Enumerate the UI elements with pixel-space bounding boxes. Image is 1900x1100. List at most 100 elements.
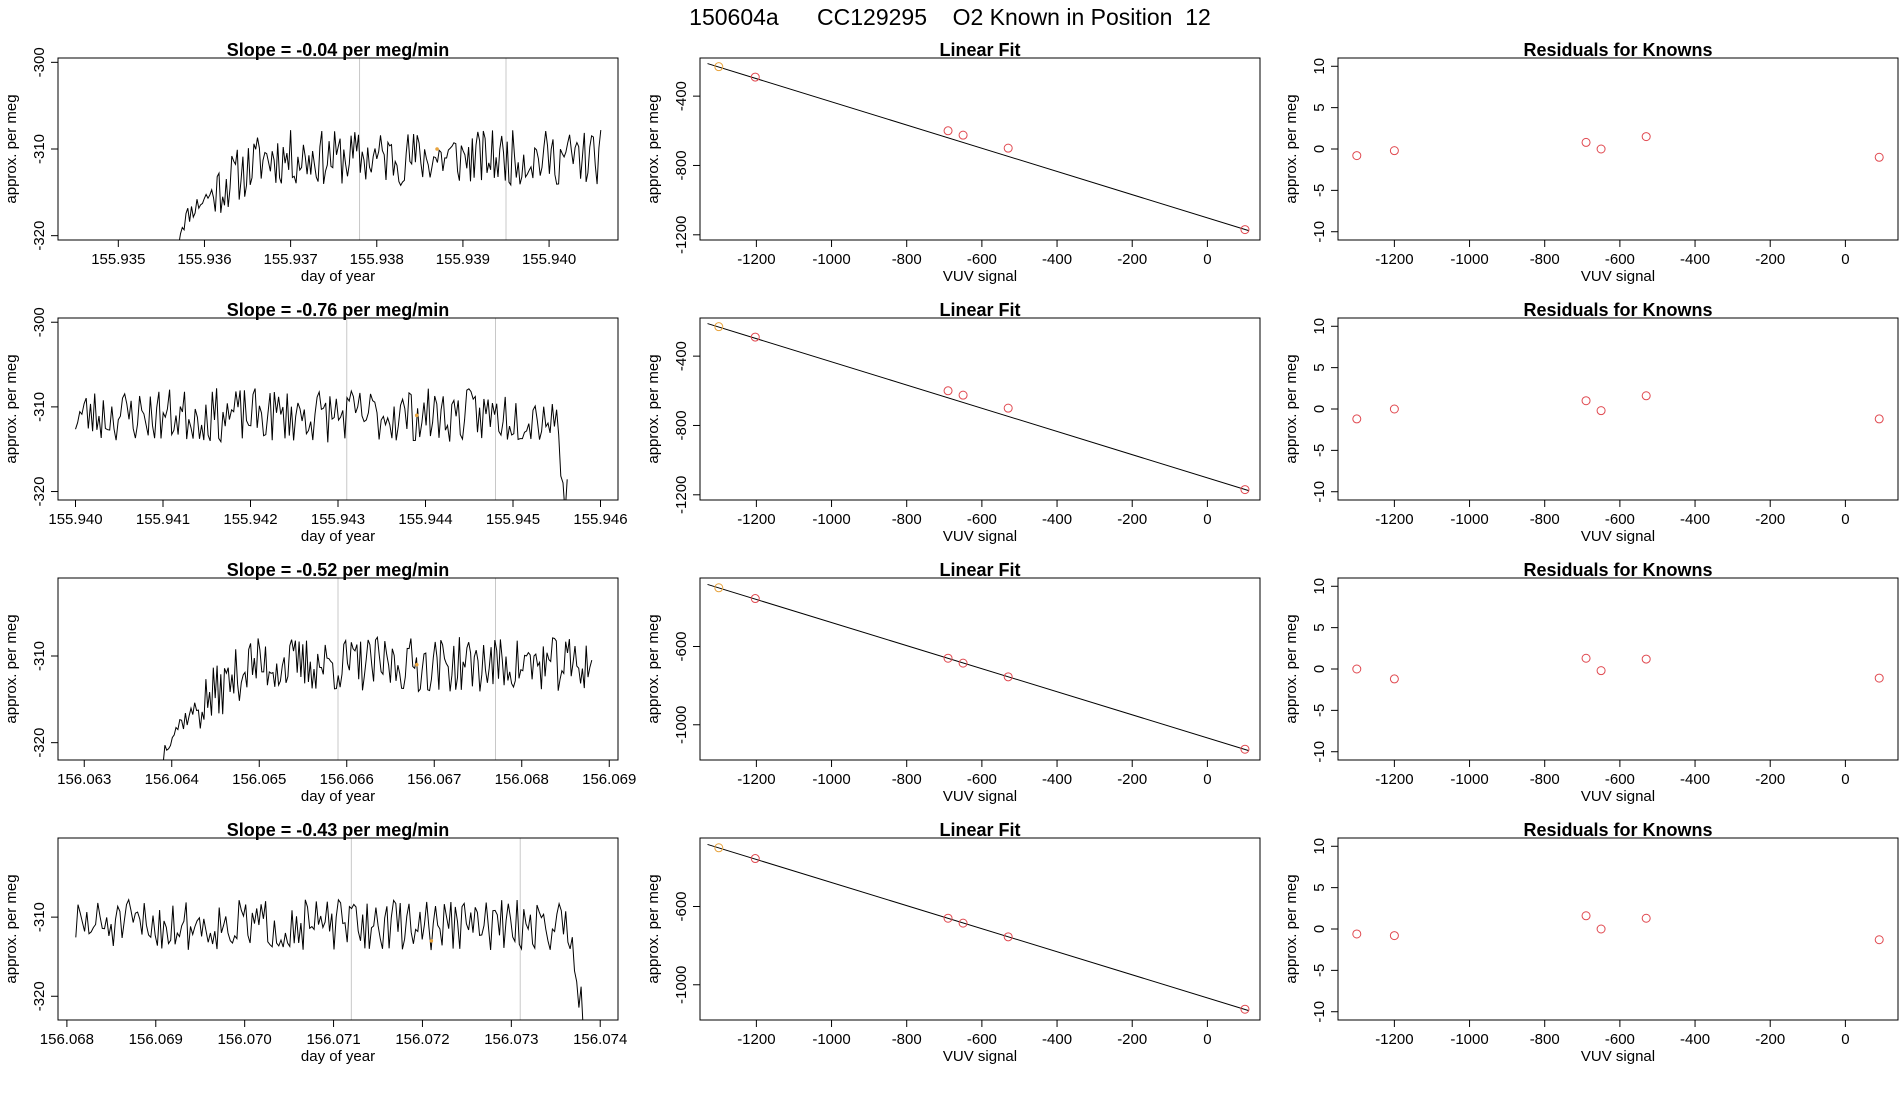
x-tick-label: -1000 [1450, 1031, 1488, 1048]
y-tick-label: -310 [31, 902, 48, 932]
chart-panel-1: Slope = -0.04 per meg/min 155.935 155.936 1… [3, 40, 619, 285]
chart-title: Slope = -0.76 per meg/min [227, 300, 450, 320]
chart-panel-10: Slope = -0.43 per meg/min 156.068 156.069 1… [3, 820, 627, 1065]
x-tick-label: -200 [1755, 511, 1785, 528]
x-tick-label: -400 [1680, 251, 1710, 268]
data-point [1003, 932, 1013, 942]
x-tick-label: -1200 [1375, 771, 1413, 788]
highlight-point [435, 147, 439, 151]
x-tick-label: -1200 [737, 511, 775, 528]
plot-area [1352, 132, 1884, 162]
x-tick-label: -1000 [812, 1031, 850, 1048]
x-tick-label: -600 [1605, 251, 1635, 268]
plot-area [1352, 653, 1884, 684]
x-tick-label: -600 [967, 1031, 997, 1048]
y-tick-label: 0 [1311, 925, 1328, 933]
y-axis-label: approx. per meg [3, 614, 20, 723]
y-tick-label: -300 [31, 47, 48, 77]
chart-panel-4: Slope = -0.76 per meg/min 155.940 155.941 1… [3, 300, 628, 545]
y-tick-label: -5 [1311, 184, 1328, 197]
data-point [714, 583, 724, 593]
x-tick-label: 156.073 [484, 1031, 538, 1048]
fit-line [707, 583, 1249, 752]
y-tick-label: 5 [1311, 883, 1328, 891]
data-point [1240, 225, 1250, 235]
fit-line [707, 843, 1249, 1012]
y-tick-label: -320 [31, 981, 48, 1011]
data-point [1003, 403, 1013, 413]
highlight-point [414, 413, 419, 418]
x-tick-label: -800 [1530, 771, 1560, 788]
y-axis-label: approx. per meg [1283, 94, 1300, 203]
x-axis-label: day of year [301, 1048, 375, 1065]
x-tick-label: -800 [1530, 251, 1560, 268]
data-point [1641, 391, 1651, 401]
data-point [1874, 935, 1884, 945]
plot-frame [699, 57, 1261, 241]
data-point [1389, 674, 1399, 684]
data-point [1641, 654, 1651, 664]
x-tick-label: 156.071 [306, 1031, 360, 1048]
y-tick-label: -600 [673, 631, 690, 661]
y-tick-label: -600 [673, 891, 690, 921]
x-tick-label: -1000 [812, 251, 850, 268]
x-tick-label: 155.936 [177, 251, 231, 268]
y-tick-label: -320 [31, 221, 48, 251]
chart-title: Linear Fit [939, 820, 1020, 840]
chart-panel-3: Residuals for Knowns-1200 -1000 -800 -600 -4… [1283, 40, 1899, 285]
x-tick-label: -200 [1117, 771, 1147, 788]
data-point [958, 918, 968, 928]
data-point [1003, 143, 1013, 153]
x-axis-label: VUV signal [943, 268, 1017, 285]
y-tick-label: -400 [673, 81, 690, 111]
x-tick-label: -600 [967, 251, 997, 268]
x-tick-label: -800 [892, 251, 922, 268]
y-tick-label: 0 [1311, 665, 1328, 673]
data-point [1874, 673, 1884, 683]
data-point [1352, 414, 1362, 424]
y-tick-label: -320 [31, 477, 48, 507]
x-tick-label: -1000 [812, 511, 850, 528]
plot-area [1352, 911, 1884, 945]
y-tick-label: 10 [1311, 58, 1328, 75]
x-tick-label: 156.068 [495, 771, 549, 788]
x-tick-label: 155.940 [522, 251, 576, 268]
y-tick-label: -1200 [673, 216, 690, 254]
x-tick-label: 156.070 [218, 1031, 272, 1048]
data-point [714, 62, 724, 72]
y-tick-label: -10 [1311, 481, 1328, 503]
x-tick-label: -600 [1605, 511, 1635, 528]
chart-title: Residuals for Knowns [1523, 560, 1712, 580]
y-axis-label: approx. per meg [645, 614, 662, 723]
data-trace [178, 130, 602, 240]
data-point [1352, 151, 1362, 161]
data-trace [75, 898, 584, 1020]
x-tick-label: -800 [1530, 1031, 1560, 1048]
y-tick-label: -320 [31, 728, 48, 758]
chart-title: Residuals for Knowns [1523, 820, 1712, 840]
x-tick-label: -800 [892, 511, 922, 528]
x-tick-label: 156.068 [40, 1031, 94, 1048]
x-tick-label: -400 [1042, 251, 1072, 268]
chart-panel-2: Linear Fit -1200 -1000 -800 -600 -400 -200 0 -12… [645, 40, 1261, 285]
x-tick-label: -400 [1680, 511, 1710, 528]
y-tick-label: 0 [1311, 145, 1328, 153]
chart-panel-11: Linear Fit -1200 -1000 -800 -600 -400 -200 0 -10… [645, 820, 1261, 1065]
chart-title: Residuals for Knowns [1523, 40, 1712, 60]
x-tick-label: -1200 [1375, 511, 1413, 528]
data-point [1581, 396, 1591, 406]
x-tick-label: 0 [1203, 511, 1211, 528]
x-tick-label: 156.074 [573, 1031, 627, 1048]
x-axis-label: VUV signal [1581, 268, 1655, 285]
x-axis-label: VUV signal [943, 1048, 1017, 1065]
x-tick-label: 156.063 [57, 771, 111, 788]
x-tick-label: -800 [892, 771, 922, 788]
plot-area [178, 58, 602, 240]
x-tick-label: -600 [1605, 1031, 1635, 1048]
x-tick-label: 155.942 [223, 511, 277, 528]
y-tick-label: 10 [1311, 838, 1328, 855]
data-point [1240, 744, 1250, 754]
y-axis-label: approx. per meg [1283, 874, 1300, 983]
plot-area [707, 62, 1250, 235]
